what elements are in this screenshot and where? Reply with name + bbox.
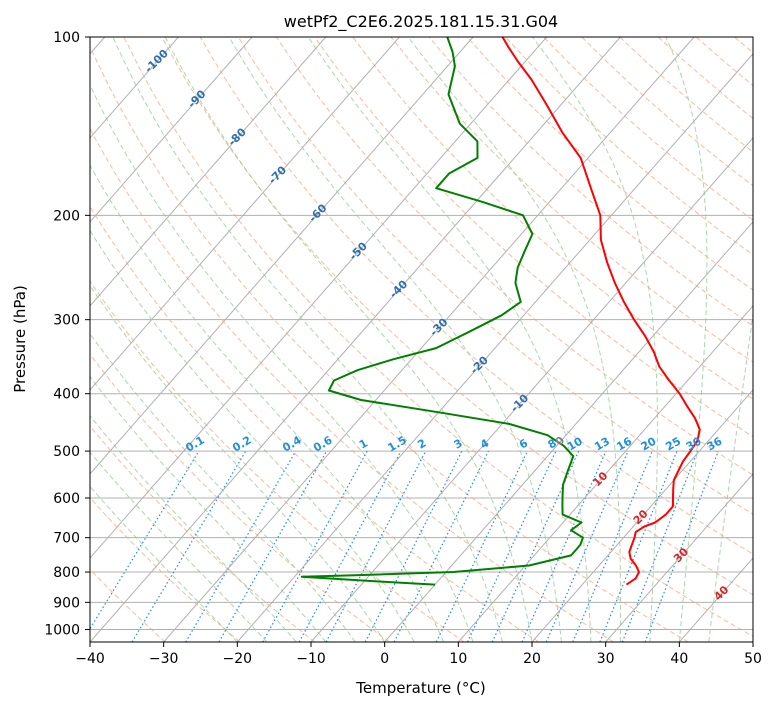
dry-adiabat (90, 127, 614, 642)
moist-adiabat (532, 37, 659, 642)
moist-adiabat (90, 375, 327, 642)
moist-adiabat (228, 37, 562, 642)
x-axis-title: Temperature (°C) (355, 679, 485, 697)
moist-adiabat (307, 37, 592, 642)
mixing-ratio-line (491, 450, 580, 642)
moist-adiabat (90, 415, 297, 642)
mixing-ratio-line (521, 450, 607, 642)
moist-adiabat (90, 83, 474, 642)
dry-adiabat (314, 37, 753, 438)
y-tick-label: 500 (53, 444, 80, 460)
dry-adiabat (237, 37, 753, 515)
moist-adiabat (90, 164, 445, 642)
x-tick-label: −30 (149, 651, 179, 667)
isotherm (90, 37, 327, 307)
dry-adiabat (466, 37, 753, 291)
dry-adiabat (90, 280, 465, 642)
isotherm (90, 37, 253, 223)
mixing-ratio-lines (90, 450, 719, 642)
y-tick-label: 100 (53, 30, 80, 46)
mixing-ratio-line (185, 450, 297, 642)
mixing-ratio-line (466, 450, 557, 642)
y-tick-label: 200 (53, 208, 80, 224)
mixing-ratio-line (435, 450, 528, 642)
mixing-ratio-line (298, 450, 402, 642)
y-tick-label: 1000 (44, 622, 80, 638)
x-tick-label: 50 (744, 651, 762, 667)
x-tick-label: −20 (223, 651, 253, 667)
dry-adiabat (428, 37, 753, 327)
y-tick-label: 700 (53, 531, 80, 547)
dry-adiabat (90, 205, 540, 642)
y-tick-label: 400 (53, 387, 80, 403)
x-tick-label: 40 (670, 651, 688, 667)
moist-adiabat (90, 451, 268, 642)
x-axis-ticks: −40 −30 −20 −10 0 10 20 30 40 50 (75, 642, 762, 667)
x-tick-label: 0 (380, 651, 389, 667)
x-tick-label: 30 (597, 651, 615, 667)
isotherm (90, 37, 474, 475)
dry-adiabat (90, 45, 689, 642)
mixing-ratio-line (545, 450, 629, 642)
isotherm (310, 137, 753, 642)
x-tick-label: 10 (449, 651, 467, 667)
y-tick-label: 900 (53, 595, 80, 611)
mixing-ratio-line (218, 450, 328, 642)
isotherm (90, 37, 400, 391)
plot-frame (89, 36, 754, 643)
isotherm (457, 305, 753, 642)
isotherm (605, 473, 753, 642)
moist-adiabat (164, 37, 533, 642)
dry-adiabat (161, 37, 753, 596)
moist-adiabat (90, 284, 386, 642)
x-tick-label: −40 (75, 651, 105, 667)
dry-adiabat (352, 37, 753, 400)
moist-adiabat (708, 309, 753, 642)
mixing-ratio-line (393, 450, 490, 642)
y-tick-label: 600 (53, 491, 80, 507)
mixing-ratio-line (572, 450, 653, 642)
mixing-ratio-line (90, 450, 200, 630)
dry-adiabats (90, 37, 753, 642)
moist-adiabat (407, 37, 621, 642)
y-tick-label: 800 (53, 565, 80, 581)
moist-adiabat (90, 485, 238, 642)
isotherms (90, 37, 753, 642)
dry-adiabat (90, 496, 241, 642)
chart-title: wetPf2_C2E6.2025.181.15.31.G04 (284, 12, 558, 32)
sounding-traces (300, 37, 701, 586)
isotherm (236, 53, 753, 642)
mixing-ratio-line (262, 450, 368, 642)
moist-adiabat (112, 37, 503, 642)
isotherm (531, 389, 753, 642)
x-tick-label: 20 (523, 651, 541, 667)
dewpoint-line (300, 37, 584, 586)
x-tick-label: −10 (296, 651, 326, 667)
y-axis-ticks: 100 200 300 400 500 600 700 800 900 1000 (44, 30, 90, 638)
dry-adiabat (123, 37, 753, 638)
temperature-line (501, 37, 701, 586)
y-axis-title: Pressure (hPa) (11, 285, 29, 393)
isotherm (163, 37, 695, 642)
y-tick-label: 300 (53, 313, 80, 329)
isotherm (384, 221, 753, 642)
dry-adiabat (199, 37, 753, 555)
moist-adiabat (665, 37, 708, 642)
moist-adiabats (90, 37, 753, 642)
mixing-ratio-line (131, 450, 247, 642)
isotherm (90, 37, 548, 559)
dry-adiabat (90, 425, 316, 642)
isotherm (90, 37, 621, 642)
